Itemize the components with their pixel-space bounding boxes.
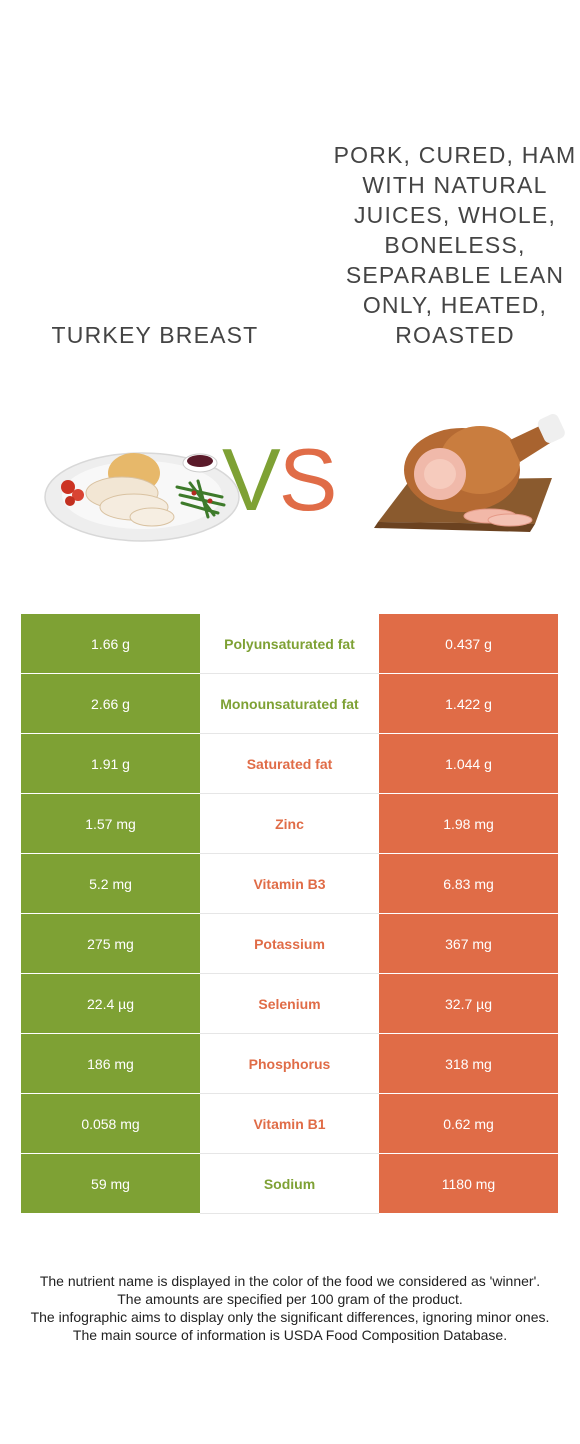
table-row: 186 mg Phosphorus 318 mg (21, 1034, 558, 1094)
table-row: 275 mg Potassium 367 mg (21, 914, 558, 974)
right-value-cell: 318 mg (379, 1034, 558, 1094)
turkey-breast-plate-image (44, 452, 240, 542)
table-row: 59 mg Sodium 1180 mg (21, 1154, 558, 1214)
vs-letter-v: V (222, 430, 281, 529)
right-value-cell: 32.7 µg (379, 974, 558, 1034)
table-row: 1.91 g Saturated fat 1.044 g (21, 734, 558, 794)
footnote-line: The amounts are specified per 100 gram o… (117, 1291, 463, 1307)
nutrient-name-cell: Saturated fat (200, 734, 379, 794)
footnote-line: The nutrient name is displayed in the co… (39, 1273, 541, 1289)
right-value-cell: 0.437 g (379, 614, 558, 674)
right-value-cell: 1.98 mg (379, 794, 558, 854)
left-value-cell: 59 mg (21, 1154, 200, 1214)
nutrient-name-cell: Polyunsaturated fat (200, 614, 379, 674)
right-value-cell: 0.62 mg (379, 1094, 558, 1154)
nutrient-name-cell: Zinc (200, 794, 379, 854)
nutrient-name-cell: Phosphorus (200, 1034, 379, 1094)
food-title-left: Turkey breast (51, 322, 259, 348)
comparison-table: 1.66 g Polyunsaturated fat 0.437 g 2.66 g Mo… (21, 614, 558, 1214)
right-value-cell: 1.044 g (379, 734, 558, 794)
table-row: 5.2 mg Vitamin B3 6.83 mg (21, 854, 558, 914)
right-value-cell: 367 mg (379, 914, 558, 974)
footnote-line: The main source of information is USDA F… (72, 1327, 508, 1343)
table-row: 0.058 mg Vitamin B1 0.62 mg (21, 1094, 558, 1154)
left-value-cell: 1.66 g (21, 614, 200, 674)
right-value-cell: 1.422 g (379, 674, 558, 734)
nutrient-name-cell: Selenium (200, 974, 379, 1034)
right-value-cell: 1180 mg (379, 1154, 558, 1214)
nutrient-name-cell: Sodium (200, 1154, 379, 1214)
left-value-cell: 2.66 g (21, 674, 200, 734)
food-title-right: Pork, cured, ham with natural juices, wh… (333, 142, 577, 348)
nutrient-name-cell: Vitamin B3 (200, 854, 379, 914)
left-value-cell: 5.2 mg (21, 854, 200, 914)
nutrient-name-cell: Potassium (200, 914, 379, 974)
vs-letter-s: S (278, 430, 338, 529)
left-value-cell: 0.058 mg (21, 1094, 200, 1154)
left-value-cell: 22.4 µg (21, 974, 200, 1034)
vs-label: VS (222, 430, 338, 530)
left-value-cell: 1.57 mg (21, 794, 200, 854)
table-row: 1.57 mg Zinc 1.98 mg (21, 794, 558, 854)
nutrient-name-cell: Monounsaturated fat (200, 674, 379, 734)
table-row: 22.4 µg Selenium 32.7 µg (21, 974, 558, 1034)
roasted-ham-image (374, 414, 565, 532)
left-value-cell: 186 mg (21, 1034, 200, 1094)
nutrient-name-cell: Vitamin B1 (200, 1094, 379, 1154)
table-row: 1.66 g Polyunsaturated fat 0.437 g (21, 614, 558, 674)
left-value-cell: 275 mg (21, 914, 200, 974)
table-row: 2.66 g Monounsaturated fat 1.422 g (21, 674, 558, 734)
footnote: The nutrient name is displayed in the co… (20, 1272, 560, 1344)
right-value-cell: 6.83 mg (379, 854, 558, 914)
footnote-line: The infographic aims to display only the… (30, 1309, 550, 1325)
left-value-cell: 1.91 g (21, 734, 200, 794)
